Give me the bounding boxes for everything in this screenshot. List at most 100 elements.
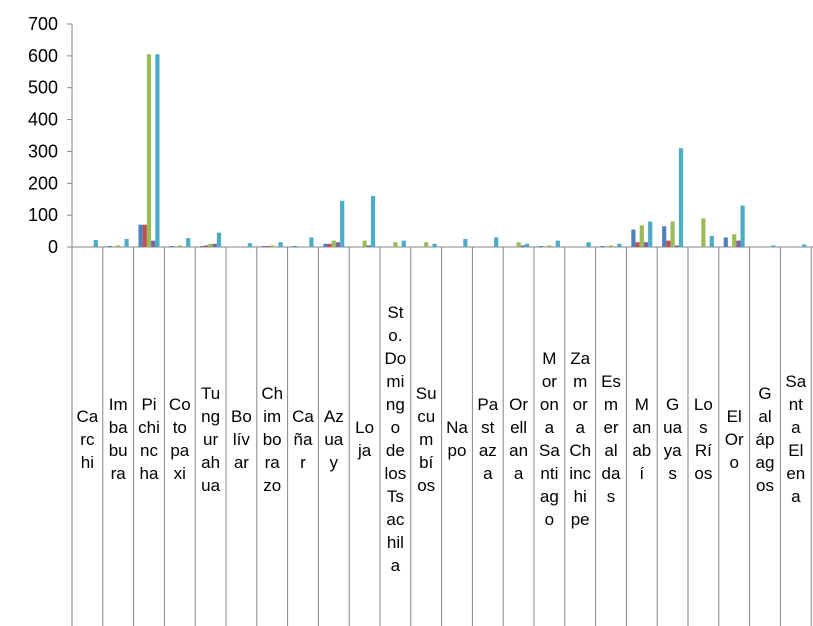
bar <box>674 245 679 247</box>
category-label: Pichincha <box>138 395 160 483</box>
category-label: Esmeraldas <box>601 372 621 506</box>
category-label: Loja <box>355 418 375 460</box>
bar <box>204 245 209 247</box>
bar <box>709 235 714 247</box>
bar <box>635 242 640 247</box>
bar <box>278 242 283 247</box>
bar <box>309 237 314 247</box>
bar <box>370 196 376 247</box>
bar <box>335 242 341 247</box>
bar <box>643 242 649 247</box>
bar <box>323 243 328 247</box>
bar <box>146 54 152 248</box>
bar <box>463 239 468 247</box>
bar <box>736 240 741 247</box>
bar <box>216 232 222 247</box>
bar <box>393 242 398 247</box>
bar <box>107 246 112 247</box>
bar <box>200 246 205 247</box>
category-label: Carchi <box>76 406 99 472</box>
bar <box>155 54 160 248</box>
y-tick-label: 700 <box>28 14 58 34</box>
bar <box>362 240 367 247</box>
bar <box>366 245 371 247</box>
category-label: Imbabura <box>108 395 128 483</box>
bar <box>93 239 98 247</box>
bar <box>292 246 297 247</box>
category-label: Cotopaxi <box>168 395 191 483</box>
bar <box>608 245 614 247</box>
category-label: Guayas <box>663 395 683 483</box>
bar <box>639 225 644 247</box>
bar <box>432 243 437 247</box>
bar <box>270 245 275 247</box>
category-label: Cañar <box>292 406 314 472</box>
category-label: Orellana <box>509 395 529 483</box>
y-tick-label: 100 <box>28 205 58 225</box>
category-label: Santa Elena <box>785 372 807 506</box>
bar <box>662 226 667 247</box>
bar <box>265 246 271 247</box>
y-tick-label: 0 <box>48 237 58 257</box>
bar <box>327 243 332 247</box>
category-label: Tungurahua <box>200 383 221 495</box>
bars <box>93 54 807 248</box>
bar <box>138 224 143 247</box>
bar <box>401 240 406 247</box>
bar <box>151 240 156 247</box>
bar <box>538 246 544 247</box>
bar <box>516 242 521 247</box>
bar <box>212 243 217 247</box>
y-tick-label: 300 <box>28 141 58 161</box>
bar <box>732 234 737 247</box>
y-axis: 700 600 500 400 300 200 100 0 <box>28 14 73 626</box>
bar <box>723 237 728 247</box>
bar <box>666 240 671 247</box>
category-label: Sto. Domingo de los Tsachila <box>384 303 407 575</box>
bar <box>631 229 636 247</box>
bar <box>648 221 653 247</box>
bar <box>169 246 174 247</box>
bar <box>678 148 684 247</box>
bar <box>116 245 121 247</box>
category-label: Bolívar <box>230 406 252 472</box>
bar <box>670 221 675 247</box>
bar <box>208 243 213 247</box>
y-tick-label: 200 <box>28 173 58 193</box>
bar <box>186 238 191 247</box>
category-label: Morona Santiago <box>538 349 560 529</box>
bar <box>600 246 605 247</box>
bar <box>124 239 129 247</box>
category-label: Sucumbíos <box>415 383 437 495</box>
bar <box>701 218 706 247</box>
bar <box>771 245 776 247</box>
bar <box>494 237 499 247</box>
bar <box>802 244 807 247</box>
category-label: Los Ríos <box>693 395 713 483</box>
y-tick-label: 500 <box>28 78 58 98</box>
bar <box>177 245 182 247</box>
bar <box>520 245 525 247</box>
category-label: Napo <box>446 418 468 460</box>
bar <box>331 240 336 247</box>
category-label: Manabí <box>632 395 652 483</box>
bar <box>340 200 345 247</box>
bar <box>424 242 429 247</box>
category-grid <box>72 246 813 626</box>
bar <box>555 240 560 247</box>
bar <box>740 205 745 247</box>
category-label: Galápagos <box>755 383 775 495</box>
category-label: Chimborazo <box>261 383 284 495</box>
bar <box>547 245 552 247</box>
y-tick-label: 600 <box>28 46 58 66</box>
y-tick-label: 400 <box>28 110 58 130</box>
bar <box>524 243 530 247</box>
bar <box>247 243 252 247</box>
category-label: Azuay <box>323 406 344 472</box>
bar <box>142 224 147 247</box>
category-label: Pastaza <box>477 395 499 483</box>
bar <box>617 243 622 247</box>
bar <box>586 242 591 247</box>
category-label: Zamora Chinchipe <box>569 349 592 529</box>
